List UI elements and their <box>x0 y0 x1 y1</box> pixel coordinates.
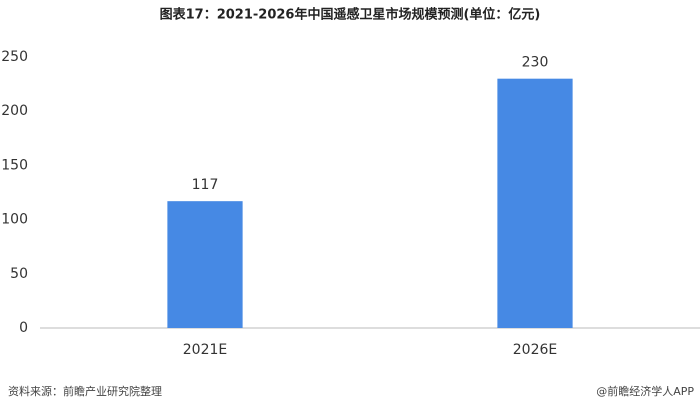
bar <box>167 201 243 328</box>
y-tick-label: 0 <box>19 320 28 336</box>
y-tick-label: 50 <box>10 266 28 282</box>
source-note: 资料来源：前瞻产业研究院整理 <box>8 384 162 398</box>
data-label: 117 <box>192 177 219 193</box>
bar <box>497 78 573 329</box>
y-tick-label: 250 <box>1 49 28 65</box>
credit: @前瞻经济学人APP <box>596 384 694 398</box>
x-tick-label: 2026E <box>513 342 557 358</box>
y-tick-label: 100 <box>1 212 28 228</box>
data-label: 230 <box>522 55 549 71</box>
x-tick-label: 2021E <box>183 342 227 358</box>
y-tick-label: 150 <box>1 157 28 173</box>
y-tick-label: 200 <box>1 103 28 119</box>
chart-title: 图表17：2021-2026年中国遥感卫星市场规模预测(单位：亿元) <box>160 7 541 23</box>
